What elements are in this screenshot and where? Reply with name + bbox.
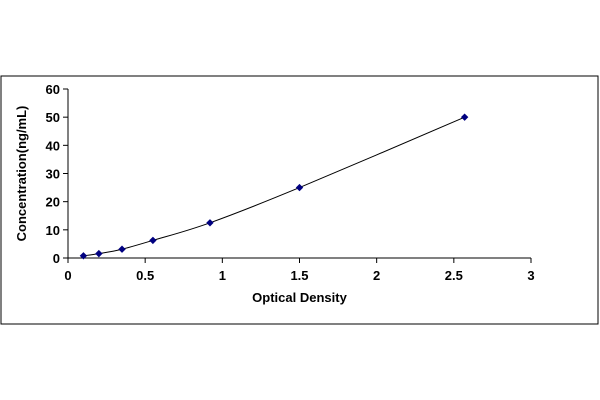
y-tick-label: 0 — [53, 251, 60, 266]
data-point — [460, 113, 469, 121]
y-tick-label: 60 — [46, 82, 60, 97]
data-point — [95, 249, 103, 258]
x-tick-label: 0.5 — [136, 268, 154, 283]
x-tick-label: 1 — [219, 268, 226, 283]
x-axis-title: Optical Density — [252, 290, 347, 305]
y-axis: 0 10 20 30 40 50 60 — [46, 82, 69, 266]
y-tick-label: 40 — [46, 138, 60, 153]
x-tick-label: 2.5 — [445, 268, 463, 283]
x-tick-label: 3 — [527, 268, 534, 283]
outer-frame — [0, 75, 599, 325]
data-point — [118, 245, 126, 253]
x-axis: 0 0.5 1 1.5 2 2.5 3 — [64, 257, 535, 283]
y-tick-label: 10 — [46, 223, 60, 238]
data-point — [149, 236, 157, 245]
data-point — [295, 183, 304, 192]
y-axis-title: Concentration(ng/mL) — [14, 106, 29, 242]
data-point — [206, 219, 214, 227]
y-tick-label: 20 — [46, 195, 60, 210]
x-tick-label: 1.5 — [290, 268, 308, 283]
y-tick-label: 30 — [46, 167, 60, 182]
x-tick-label: 0 — [64, 268, 71, 283]
data-points — [79, 113, 469, 260]
data-point — [79, 252, 88, 260]
y-tick-label: 50 — [46, 110, 60, 125]
x-tick-label: 2 — [373, 268, 380, 283]
